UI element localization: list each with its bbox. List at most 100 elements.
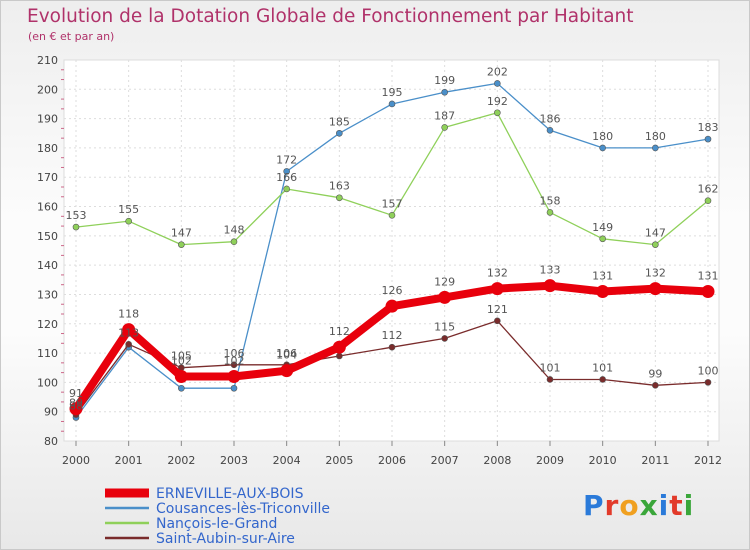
data-point-cousances-les-triconville xyxy=(336,129,343,137)
data-label-cousances-les-triconville: 186 xyxy=(540,112,561,125)
x-tick-label: 2001 xyxy=(115,454,143,467)
y-tick-label: 130 xyxy=(37,288,58,301)
data-label-saint-aubin-sur-aire: 115 xyxy=(434,320,455,333)
data-label-nancois-le-grand: 153 xyxy=(66,209,87,222)
logo-letter: x xyxy=(639,489,659,522)
y-tick-label: 100 xyxy=(37,376,58,389)
data-point-cousances-les-triconville xyxy=(441,88,448,96)
data-point-cousances-les-triconville xyxy=(599,144,606,152)
data-point-saint-aubin-sur-aire xyxy=(599,376,606,383)
data-label-saint-aubin-sur-aire: 106 xyxy=(224,347,245,360)
data-point-nancois-le-grand xyxy=(388,212,396,219)
x-tick-label: 2003 xyxy=(220,454,248,467)
data-point-saint-aubin-sur-aire xyxy=(230,361,238,369)
data-label-nancois-le-grand: 157 xyxy=(382,197,403,210)
data-point-erneville-aux-bois xyxy=(438,290,452,304)
data-label-cousances-les-triconville: 195 xyxy=(382,86,403,99)
data-point-cousances-les-triconville xyxy=(388,100,396,108)
data-label-cousances-les-triconville: 172 xyxy=(276,153,297,166)
data-point-erneville-aux-bois xyxy=(280,364,294,378)
data-point-erneville-aux-bois xyxy=(701,285,715,299)
legend-label-erneville-aux-bois: ERNEVILLE-AUX-BOIS xyxy=(156,486,304,502)
data-label-nancois-le-grand: 155 xyxy=(118,203,139,216)
data-label-cousances-les-triconville: 199 xyxy=(434,74,455,87)
data-label-nancois-le-grand: 162 xyxy=(698,183,719,196)
x-tick-label: 2002 xyxy=(167,454,195,467)
y-tick-label: 180 xyxy=(37,142,58,155)
data-label-saint-aubin-sur-aire: 113 xyxy=(118,326,139,339)
y-tick-label: 190 xyxy=(37,113,58,126)
data-label-cousances-les-triconville: 183 xyxy=(698,121,719,134)
data-label-nancois-le-grand: 147 xyxy=(645,227,666,240)
data-label-saint-aubin-sur-aire: 105 xyxy=(171,350,192,363)
data-point-nancois-le-grand xyxy=(599,235,606,243)
y-tick-label: 170 xyxy=(37,171,58,184)
y-tick-label: 160 xyxy=(37,201,58,214)
data-label-saint-aubin-sur-aire: 100 xyxy=(698,364,719,377)
data-point-erneville-aux-bois xyxy=(385,299,399,313)
x-tick-label: 2008 xyxy=(483,454,511,467)
data-label-cousances-les-triconville: 185 xyxy=(329,115,350,128)
y-tick-label: 120 xyxy=(37,318,58,331)
data-point-cousances-les-triconville xyxy=(230,384,238,392)
logo-letter: i xyxy=(658,489,670,522)
logo-letter: i xyxy=(683,489,695,522)
data-label-nancois-le-grand: 149 xyxy=(592,221,613,234)
data-label-nancois-le-grand: 158 xyxy=(540,194,561,207)
data-point-nancois-le-grand xyxy=(178,241,185,248)
data-point-nancois-le-grand xyxy=(125,217,132,225)
data-point-saint-aubin-sur-aire xyxy=(441,335,448,342)
chart-subtitle: (en € et par an) xyxy=(28,30,115,43)
data-label-nancois-le-grand: 166 xyxy=(276,171,297,184)
data-point-cousances-les-triconville xyxy=(652,144,659,152)
data-label-saint-aubin-sur-aire: 89 xyxy=(69,397,83,410)
legend-label-saint-aubin-sur-aire: Saint-Aubin-sur-Aire xyxy=(156,531,295,547)
data-label-erneville-aux-bois: 132 xyxy=(645,267,666,280)
data-point-nancois-le-grand xyxy=(494,109,501,117)
data-point-saint-aubin-sur-aire xyxy=(336,352,343,360)
logo-letter: r xyxy=(604,489,620,522)
data-point-erneville-aux-bois xyxy=(596,285,610,299)
legend-label-cousances-les-triconville: Cousances-lès-Triconville xyxy=(156,501,330,517)
data-point-cousances-les-triconville xyxy=(494,80,501,87)
data-label-saint-aubin-sur-aire: 99 xyxy=(648,367,662,380)
data-point-erneville-aux-bois xyxy=(122,323,136,337)
data-label-erneville-aux-bois: 102 xyxy=(171,355,192,368)
data-point-erneville-aux-bois xyxy=(332,340,346,354)
y-tick-label: 110 xyxy=(37,347,58,360)
data-label-saint-aubin-sur-aire: 106 xyxy=(276,347,297,360)
logo-letter: o xyxy=(619,489,640,522)
data-label-erneville-aux-bois: 133 xyxy=(540,264,561,277)
y-tick-label: 140 xyxy=(37,259,58,272)
data-point-nancois-le-grand xyxy=(336,194,343,202)
x-tick-label: 2012 xyxy=(694,454,722,467)
data-point-cousances-les-triconville xyxy=(283,168,290,175)
data-label-erneville-aux-bois: 126 xyxy=(382,284,403,297)
data-point-nancois-le-grand xyxy=(652,241,659,248)
y-tick-label: 200 xyxy=(37,83,58,96)
data-point-erneville-aux-bois xyxy=(543,279,557,293)
data-label-nancois-le-grand: 187 xyxy=(434,109,455,122)
x-tick-label: 2010 xyxy=(589,454,617,467)
data-label-saint-aubin-sur-aire: 121 xyxy=(487,303,508,316)
data-point-erneville-aux-bois xyxy=(174,370,188,384)
data-point-saint-aubin-sur-aire xyxy=(704,379,712,386)
data-point-erneville-aux-bois xyxy=(648,282,662,296)
data-point-cousances-les-triconville xyxy=(178,384,185,392)
data-label-erneville-aux-bois: 131 xyxy=(698,270,719,283)
data-label-cousances-les-triconville: 202 xyxy=(487,65,508,78)
data-point-nancois-le-grand xyxy=(441,124,448,131)
data-point-cousances-les-triconville xyxy=(546,127,554,134)
data-point-cousances-les-triconville xyxy=(704,135,712,143)
data-label-erneville-aux-bois: 91 xyxy=(69,387,83,400)
data-label-nancois-le-grand: 147 xyxy=(171,227,192,240)
x-tick-label: 2004 xyxy=(273,454,301,467)
x-tick-label: 2011 xyxy=(641,454,669,467)
data-label-erneville-aux-bois: 131 xyxy=(592,270,613,283)
proxiti-logo: Proxiti xyxy=(583,489,694,522)
data-point-erneville-aux-bois xyxy=(69,402,83,416)
data-point-nancois-le-grand xyxy=(230,238,238,246)
x-tick-label: 2006 xyxy=(378,454,406,467)
data-point-saint-aubin-sur-aire xyxy=(388,343,396,351)
